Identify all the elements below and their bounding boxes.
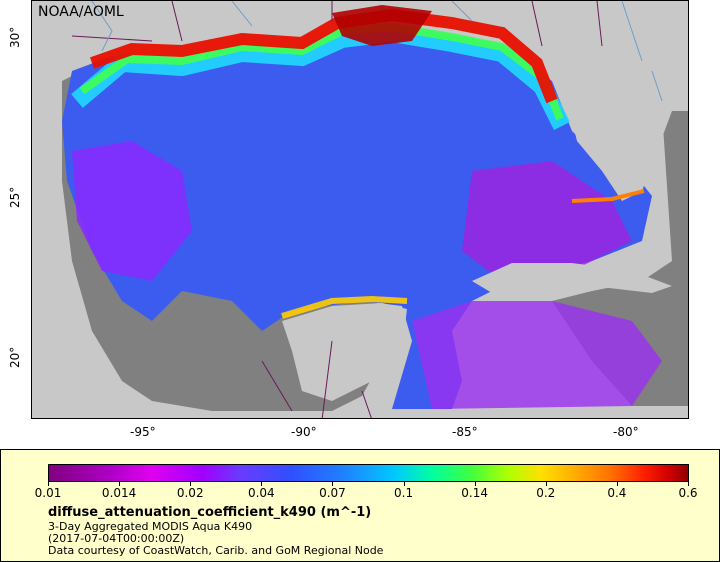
colorbar-tick: [403, 481, 405, 486]
colorbar-tick: [190, 481, 192, 486]
colorbar-tick-label: 0.02: [176, 486, 204, 500]
yucatan-land: [282, 303, 407, 401]
map-panel[interactable]: NOAA/AOML: [31, 0, 689, 419]
lat-label-30: 30°: [8, 26, 22, 48]
gulf-water: [62, 26, 652, 409]
coastal-band-cyan: [71, 23, 571, 131]
lon-label-85: -85°: [452, 425, 478, 439]
colorbar-tick: [48, 481, 49, 486]
colorbar-tick-label: 0.01: [34, 486, 62, 500]
agency-label: NOAA/AOML: [38, 4, 124, 20]
mississippi-plume: [332, 5, 432, 46]
colorbar-tick: [332, 481, 334, 486]
colorbar-tick-label: 0.014: [101, 486, 137, 500]
k490-map: [32, 1, 688, 418]
dataset-description: 3-Day Aggregated MODIS Aqua K490: [48, 520, 253, 533]
low-k490-patch: [72, 141, 192, 281]
colorbar-tick-label: 0.6: [678, 486, 698, 500]
colorbar-tick-label: 0.07: [319, 486, 346, 500]
colorbar-tick-label: 0.4: [607, 486, 627, 500]
florida-keys-band: [571, 189, 645, 203]
dataset-time: (2017-07-04T00:00:00Z): [48, 532, 185, 545]
lon-label-95: -95°: [130, 425, 156, 439]
colorbar-tick-label: 0.2: [536, 486, 556, 500]
florida-peninsula: [562, 51, 672, 201]
lat-label-25: 25°: [8, 186, 22, 208]
colorbar: [48, 464, 689, 482]
data-credit: Data courtesy of CoastWatch, Carib. and …: [48, 544, 384, 557]
variable-name: diffuse_attenuation_coefficient_k490 (m^…: [48, 505, 372, 520]
low-k490-patch-3: [412, 301, 662, 409]
colorbar-tick: [545, 481, 547, 486]
colorbar-tick-label: 0.04: [247, 486, 275, 500]
legend-panel: diffuse_attenuation_coefficient_k490 (m^…: [0, 449, 720, 562]
low-k490-patch-2: [462, 161, 632, 281]
yucatan-band: [281, 295, 408, 319]
colorbar-tick: [119, 481, 121, 486]
cuba: [472, 263, 672, 293]
lat-label-20: 20°: [8, 346, 22, 368]
lon-label-80: -80°: [613, 425, 639, 439]
colorbar-tick-label: 0.14: [461, 486, 489, 500]
colorbar-tick: [688, 481, 689, 486]
state-borders: [71, 1, 603, 418]
colorbar-tick: [474, 481, 476, 486]
colorbar-tick: [261, 481, 263, 486]
rivers: [91, 1, 663, 102]
colorbar-tick: [616, 481, 618, 486]
lon-label-90: -90°: [291, 425, 317, 439]
colorbar-tick-label: 0.1: [394, 486, 414, 500]
